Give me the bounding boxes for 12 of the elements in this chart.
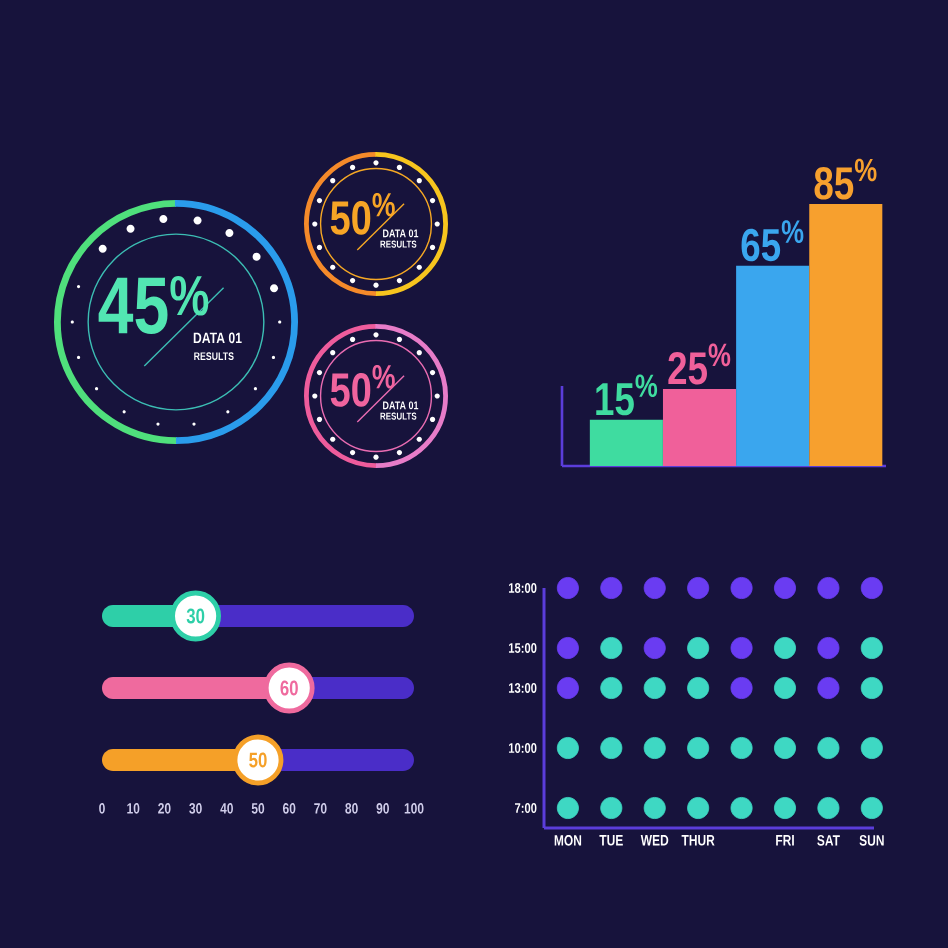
bar [809,204,883,466]
data-label: 50 [249,752,267,768]
data-label: 85$^{%}$ [814,158,877,200]
data-label: 25$^{%}$ [668,343,731,385]
data-label: 65$^{%}$ [741,220,804,262]
data-label: 60 [280,680,298,696]
text: 45$^{%}$ [98,275,209,334]
data-label: 15$^{%}$ [596,374,658,416]
bar [662,388,737,466]
data-label: 30 [186,608,205,624]
bar [736,265,810,466]
bar [589,419,663,466]
